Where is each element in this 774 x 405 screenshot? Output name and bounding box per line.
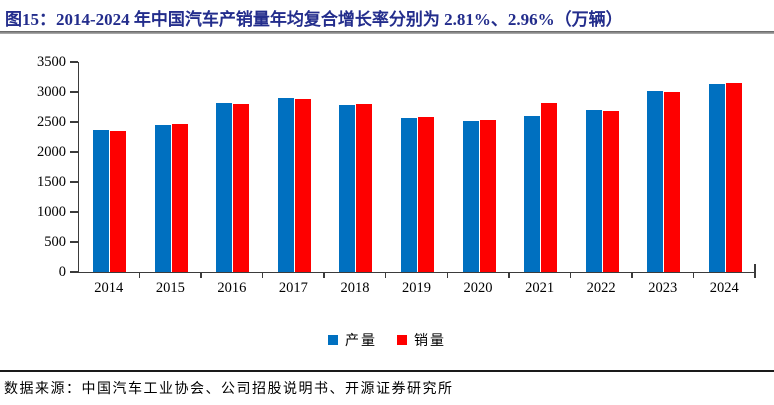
bar-production-2022 <box>585 109 602 272</box>
bar-group-2014 <box>79 62 141 272</box>
x-axis-tick <box>508 273 510 278</box>
bar-sales-2017 <box>294 98 311 272</box>
x-axis-tick <box>754 273 756 278</box>
bar-chart: 2014 2015 2016 2017 2018 2019 2020 2021 2022 2023… <box>0 40 774 360</box>
x-axis-tick <box>200 273 202 278</box>
y-axis-tick <box>70 151 78 153</box>
bar-sales-2020 <box>479 120 496 272</box>
x-axis-tick <box>569 273 572 278</box>
legend-label: 销量 <box>414 334 446 349</box>
x-axis-label: 2018 <box>340 280 370 296</box>
bar-sales-2014 <box>110 131 127 272</box>
bar-group-2018 <box>325 62 387 272</box>
legend-item-sales: 销量 <box>397 330 446 350</box>
y-axis-tick <box>70 91 78 93</box>
bar-sales-2021 <box>541 102 558 272</box>
bar-group-2021 <box>510 62 572 272</box>
x-axis-labels: 2014 2015 2016 2017 2018 2019 2020 2021 2022 2023… <box>78 280 755 297</box>
x-axis-tick <box>323 273 325 278</box>
bar-group-2017 <box>264 62 326 272</box>
x-axis-label: 2014 <box>94 280 124 296</box>
bar-production-2020 <box>462 120 479 272</box>
bar-production-2021 <box>524 115 541 272</box>
legend-swatch-sales <box>397 335 407 345</box>
source-note: 数据来源：中国汽车工业协会、公司招股说明书、开源证券研究所 <box>4 382 454 397</box>
y-axis-label: 1000 <box>37 204 66 220</box>
bar-production-2019 <box>401 117 417 272</box>
bar-sales-2024 <box>725 83 742 272</box>
bar-group-2020 <box>448 62 510 272</box>
y-axis-label: 3000 <box>37 84 66 100</box>
x-axis-label: 2019 <box>402 280 431 296</box>
x-axis-label: 2021 <box>525 280 555 296</box>
x-axis-end-tick <box>754 264 756 273</box>
x-axis-label: 2020 <box>463 280 493 296</box>
bar-production-2024 <box>708 84 725 272</box>
legend-swatch-production <box>328 335 338 345</box>
x-axis-tick <box>261 273 264 278</box>
x-axis-tick <box>692 273 695 278</box>
bar-group-2019 <box>387 62 449 272</box>
legend-label: 产量 <box>345 334 377 349</box>
bar-sales-2022 <box>602 110 619 272</box>
chart-legend: 产量 销量 <box>0 330 774 350</box>
figure-title: 图15：2014-2024 年中国汽车产销量年均复合增长率分别为 2.81%、2… <box>5 10 623 29</box>
x-axis-tick <box>138 273 141 278</box>
source-divider <box>0 370 774 372</box>
bar-production-2015 <box>154 125 171 272</box>
bar-sales-2023 <box>664 91 681 272</box>
x-axis-label: 2015 <box>155 280 185 296</box>
y-axis-tick <box>70 211 78 213</box>
y-axis-label: 3500 <box>37 54 66 70</box>
bar-sales-2018 <box>356 103 373 272</box>
y-axis-label: 2500 <box>37 114 66 130</box>
bar-production-2014 <box>93 129 110 272</box>
bar-sales-2015 <box>171 124 188 272</box>
y-axis-tick <box>70 241 78 243</box>
y-axis-label: 0 <box>58 264 66 280</box>
bar-production-2016 <box>216 103 233 272</box>
x-axis-tick <box>446 273 449 278</box>
plot-area <box>78 62 756 273</box>
bar-sales-2019 <box>418 117 434 272</box>
y-axis-tick <box>70 61 78 63</box>
bar-group-2022 <box>571 62 633 272</box>
legend-item-production: 产量 <box>328 330 377 350</box>
bar-production-2023 <box>647 91 664 272</box>
y-axis-label: 1500 <box>37 174 66 190</box>
y-axis-tick <box>70 271 78 273</box>
x-axis-label: 2023 <box>648 280 678 296</box>
x-axis-label: 2024 <box>709 280 739 296</box>
y-axis-label: 500 <box>44 234 66 250</box>
bar-group-2015 <box>141 62 203 272</box>
y-axis-tick <box>70 121 78 123</box>
bar-sales-2016 <box>233 103 250 272</box>
x-axis-tick <box>384 273 387 278</box>
bar-group-2023 <box>633 62 695 272</box>
y-axis-tick <box>70 181 78 183</box>
bar-group-2024 <box>694 62 756 272</box>
y-axis-label: 2000 <box>37 144 66 160</box>
bar-production-2018 <box>339 105 356 272</box>
bar-group-2016 <box>202 62 264 272</box>
bar-production-2017 <box>277 97 294 272</box>
x-axis-label: 2017 <box>278 280 308 296</box>
x-axis-label: 2022 <box>586 280 616 296</box>
x-axis-tick <box>631 273 633 278</box>
x-axis-label: 2016 <box>217 280 247 296</box>
title-underline <box>0 31 774 34</box>
